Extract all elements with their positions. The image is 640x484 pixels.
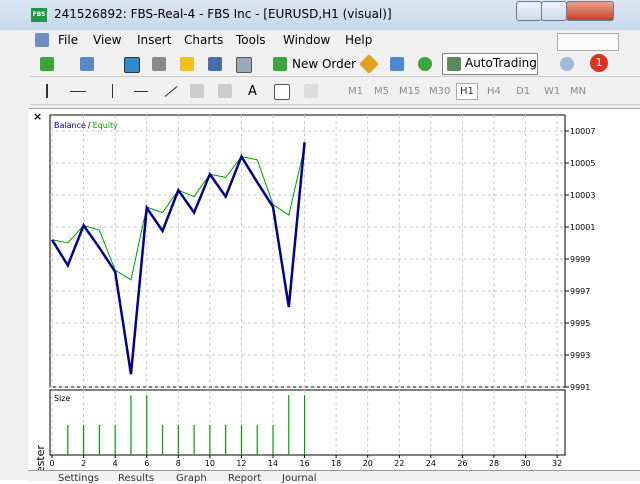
tester-tab[interactable]: Results [118, 473, 155, 484]
legend: Balance / Equity [54, 121, 118, 130]
label-tool[interactable] [274, 84, 290, 100]
timeframe-button[interactable]: M1 [348, 86, 363, 97]
x-tick-label: 14 [268, 459, 278, 468]
new-chart-icon[interactable] [40, 57, 54, 71]
tester-tab[interactable]: Settings [58, 473, 100, 484]
x-tick-label: 8 [176, 459, 181, 468]
menu-item[interactable]: Tools [236, 33, 266, 47]
menu-item[interactable]: Charts [184, 33, 224, 47]
market-watch-icon[interactable] [124, 57, 140, 73]
series-line [50, 142, 306, 375]
timeframe-button[interactable]: M5 [374, 86, 389, 97]
legend-entry: Equity [93, 121, 119, 130]
plot-area [49, 114, 566, 388]
tester-side-panel [0, 108, 28, 480]
x-tick-label: 10 [205, 459, 215, 468]
channel-tool[interactable] [190, 84, 204, 98]
autotrading-button[interactable] [442, 53, 538, 75]
x-tick-label: 16 [299, 459, 309, 468]
tester-icon[interactable] [236, 57, 252, 73]
x-tick-label: 30 [520, 459, 530, 468]
menu-item[interactable]: Window [283, 33, 331, 47]
y-tick-label: 9993 [570, 351, 590, 360]
x-tick-label: 0 [50, 459, 55, 468]
text-tool[interactable]: A [248, 84, 257, 99]
timeframe-button[interactable]: M30 [429, 86, 451, 97]
terminal-icon[interactable] [208, 57, 222, 71]
menu-item[interactable]: File [58, 33, 79, 47]
timeframe-button[interactable]: MN [570, 86, 587, 97]
size-panel-title: Size [54, 394, 71, 403]
y-tick-label: 9999 [570, 255, 590, 264]
x-tick-label: 6 [144, 459, 149, 468]
y-tick-label: 9991 [570, 383, 590, 392]
y-tick-label: 10001 [570, 223, 595, 232]
signals-icon[interactable] [390, 57, 404, 71]
profiles-icon[interactable] [80, 57, 94, 71]
close-chart-x[interactable]: × [33, 110, 43, 123]
x-tick-label: 22 [394, 459, 404, 468]
legend-entry: Balance [54, 121, 86, 130]
x-tick-label: 32 [552, 459, 562, 468]
x-tick-label: 12 [236, 459, 246, 468]
x-tick-label: 26 [457, 459, 467, 468]
x-tick-label: 2 [81, 459, 86, 468]
app-logo: FBS [31, 8, 47, 22]
close-button[interactable] [566, 1, 614, 21]
size-panel-area [49, 389, 566, 456]
search-icon[interactable] [560, 57, 574, 71]
tester-tab[interactable]: Report [228, 473, 262, 484]
new-order-button[interactable]: New Order [292, 57, 357, 71]
menu-item[interactable]: Help [345, 33, 373, 47]
y-tick-label: 9997 [570, 287, 590, 296]
legend-separator: / [88, 121, 91, 130]
vline-tool[interactable] [112, 84, 113, 98]
notification-badge[interactable]: 1 [590, 54, 608, 72]
menu-item[interactable]: Insert [137, 33, 172, 47]
y-tick-label: 10007 [570, 127, 595, 136]
radio-icon[interactable] [418, 57, 432, 71]
x-tick-label: 28 [489, 459, 499, 468]
favorites-icon[interactable] [180, 57, 194, 71]
standard-toolbar [30, 52, 640, 77]
x-tick-label: 4 [113, 459, 118, 468]
timeframe-button[interactable]: M15 [399, 86, 421, 97]
autotrading-label: AutoTrading [465, 56, 537, 70]
line-studies-toolbar [30, 78, 640, 105]
tester-tab[interactable]: Journal [282, 473, 317, 484]
tester-tab[interactable]: Graph [176, 473, 207, 484]
window-title: 241526892: FBS-Real-4 - FBS Inc - [EURUS… [54, 7, 392, 21]
crosshair-tool[interactable] [70, 91, 86, 92]
menu-item[interactable]: View [93, 33, 122, 47]
y-tick-label: 10003 [570, 191, 595, 200]
fibo-tool[interactable] [218, 84, 232, 98]
x-tick-label: 24 [426, 459, 436, 468]
tester-tabs [28, 470, 640, 481]
cursor-tool[interactable] [46, 84, 48, 98]
timeframe-button[interactable]: W1 [544, 86, 561, 97]
hline-tool[interactable] [134, 91, 148, 92]
new-order-icon[interactable] [273, 57, 287, 71]
doc-icon [35, 33, 49, 47]
timeframe-button[interactable]: H4 [487, 86, 501, 97]
y-tick-label: 9995 [570, 319, 590, 328]
autotrading-icon [447, 57, 461, 71]
mdi-buttons[interactable] [557, 33, 619, 51]
x-tick-label: 20 [363, 459, 373, 468]
x-tick-label: 18 [331, 459, 341, 468]
y-tick-label: 10005 [570, 159, 595, 168]
shapes-tool[interactable] [304, 84, 318, 98]
timeframe-button[interactable]: H1 [456, 83, 478, 100]
timeframe-button[interactable]: D1 [516, 86, 531, 97]
navigator-icon[interactable] [152, 57, 166, 71]
